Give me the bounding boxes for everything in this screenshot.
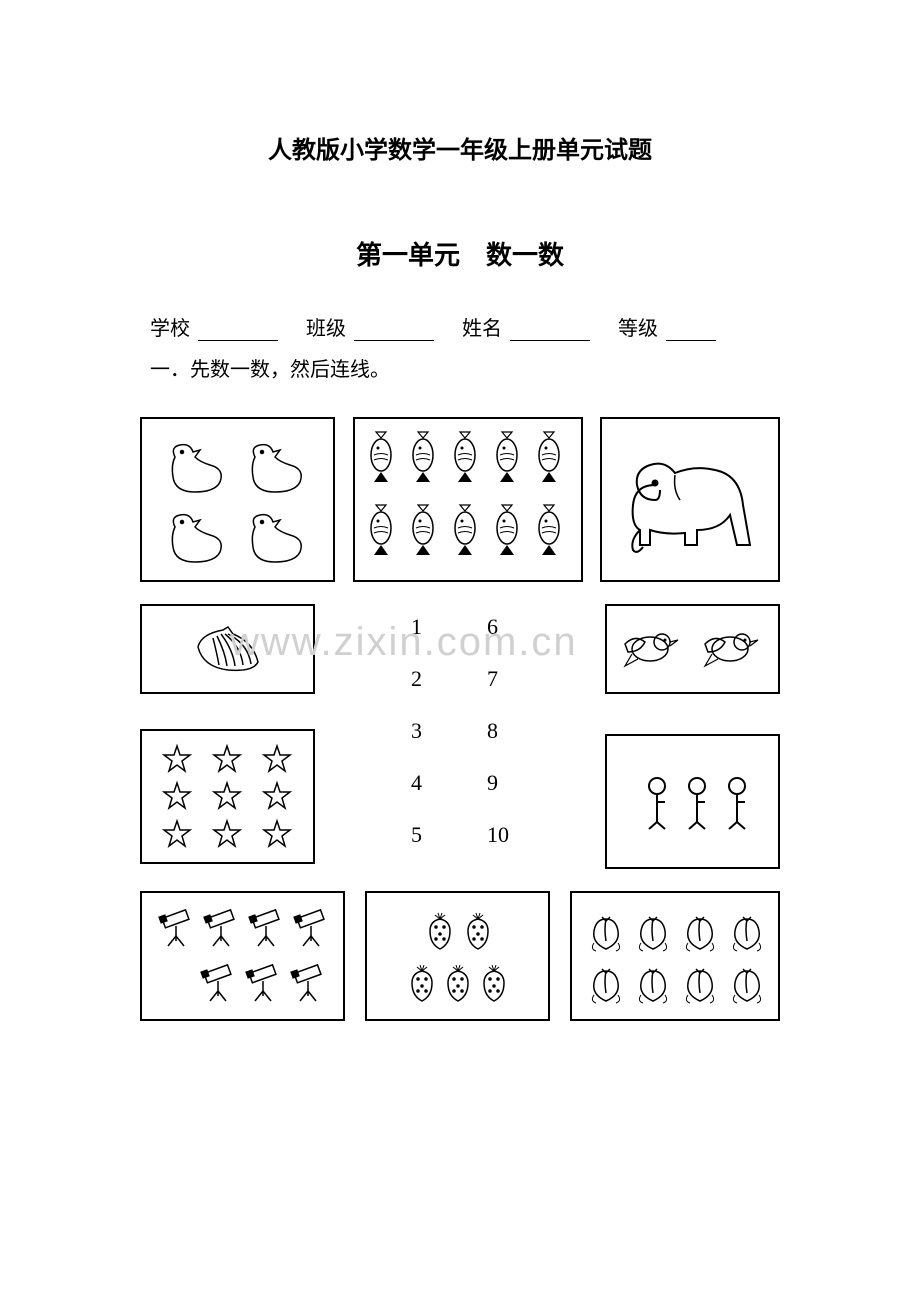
- num-3: 3: [411, 718, 422, 744]
- number-columns: 1 2 3 4 5 6 7 8 9 10: [411, 604, 509, 848]
- box-strawberries: [365, 891, 550, 1021]
- box-banana: [140, 604, 315, 694]
- row-middle: 1 2 3 4 5 6 7 8 9 10: [140, 604, 780, 869]
- birds-icon: [615, 614, 770, 684]
- num-9: 9: [487, 770, 509, 796]
- box-birds: [605, 604, 780, 694]
- row-bottom: [140, 891, 780, 1021]
- class-blank[interactable]: [354, 340, 434, 341]
- telescopes-icon: [150, 901, 335, 1016]
- num-7: 7: [487, 666, 509, 692]
- grade-blank[interactable]: [666, 340, 716, 341]
- num-1: 1: [411, 614, 422, 640]
- box-ducks: [140, 417, 335, 582]
- num-2: 2: [411, 666, 422, 692]
- num-6: 6: [487, 614, 509, 640]
- left-column: [140, 604, 315, 864]
- right-column: [605, 604, 780, 869]
- stars-icon: [150, 739, 305, 854]
- elephant-icon: [610, 430, 770, 570]
- grade-label: 等级: [618, 318, 658, 340]
- box-stars: [140, 729, 315, 864]
- row-top: [140, 417, 780, 582]
- box-telescopes: [140, 891, 345, 1021]
- keys-icon: [615, 744, 770, 859]
- class-label: 班级: [306, 318, 346, 340]
- num-10: 10: [487, 822, 509, 848]
- main-title: 人教版小学数学一年级上册单元试题: [0, 130, 920, 165]
- worksheet-area: 1 2 3 4 5 6 7 8 9 10: [0, 417, 920, 1021]
- num-5: 5: [411, 822, 422, 848]
- strawberries-icon: [375, 901, 540, 1016]
- name-label: 姓名: [462, 318, 502, 340]
- num-4: 4: [411, 770, 422, 796]
- ducks-icon: [150, 427, 325, 572]
- school-label: 学校: [150, 318, 190, 340]
- school-blank[interactable]: [198, 340, 278, 341]
- box-elephant: [600, 417, 780, 582]
- fish-icon: [361, 425, 575, 575]
- box-fish: [353, 417, 583, 582]
- box-peaches: [570, 891, 780, 1021]
- name-blank[interactable]: [510, 340, 590, 341]
- number-col-1: 1 2 3 4 5: [411, 614, 422, 848]
- student-info-row: 学校 班级 姓名 等级: [0, 312, 920, 341]
- section-title: 第一单元 数一数: [0, 235, 920, 272]
- instruction-text: 一．先数一数，然后连线。: [0, 353, 920, 382]
- peaches-icon: [580, 901, 770, 1016]
- num-8: 8: [487, 718, 509, 744]
- box-keys: [605, 734, 780, 869]
- banana-icon: [173, 617, 283, 682]
- number-col-2: 6 7 8 9 10: [487, 614, 509, 848]
